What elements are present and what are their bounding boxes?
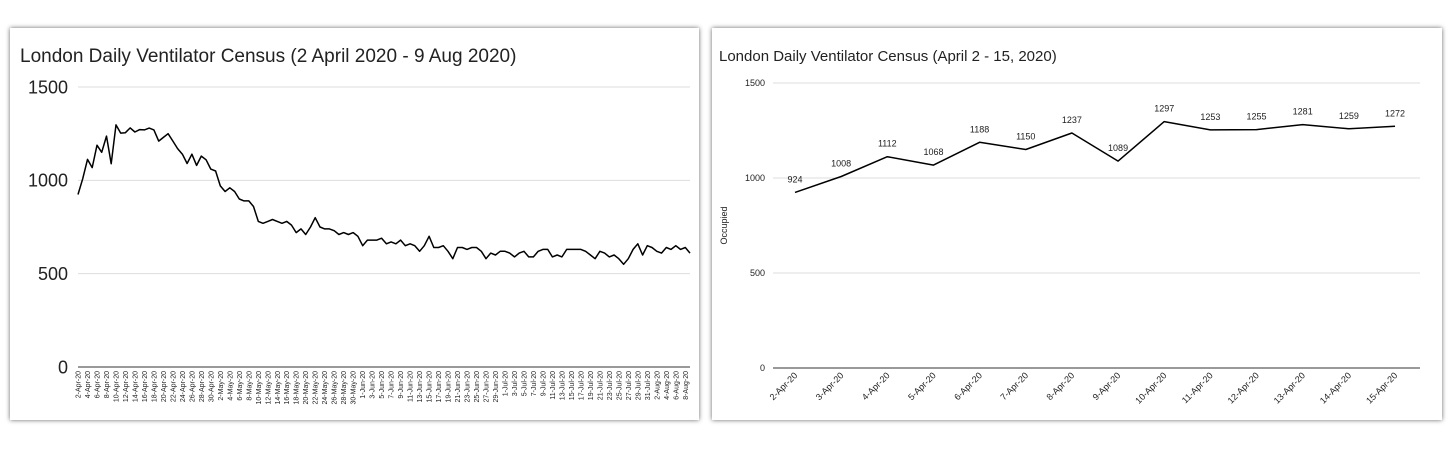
y-tick-label: 500 bbox=[750, 268, 765, 278]
x-tick-label: 18-May-20 bbox=[294, 371, 301, 405]
data-label: 1253 bbox=[1200, 112, 1220, 122]
x-tick-label: 6-Apr-20 bbox=[94, 371, 101, 398]
data-label: 1259 bbox=[1339, 111, 1359, 121]
x-tick-label: 26-Apr-20 bbox=[189, 371, 196, 402]
y-tick-label: 0 bbox=[760, 363, 765, 373]
x-tick-label: 29-Jun-20 bbox=[493, 371, 500, 403]
x-tick-label: 28-Apr-20 bbox=[199, 371, 206, 402]
x-tick-label: 1-Jun-20 bbox=[360, 371, 367, 399]
x-tick-label: 15-Jun-20 bbox=[427, 371, 434, 403]
x-tick-label: 4-Aug-20 bbox=[664, 371, 671, 400]
y-tick-label: 1500 bbox=[745, 78, 765, 88]
x-tick-label: 2-May-20 bbox=[218, 371, 225, 401]
data-label: 1089 bbox=[1108, 143, 1128, 153]
x-tick-label: 23-Jul-20 bbox=[607, 371, 614, 400]
x-tick-label: 25-Jul-20 bbox=[616, 371, 623, 400]
data-label: 1112 bbox=[878, 139, 897, 149]
panel bbox=[712, 28, 1442, 420]
x-tick-label: 10-May-20 bbox=[256, 371, 263, 405]
data-line bbox=[77, 124, 691, 266]
x-tick-label: 22-Apr-20 bbox=[170, 371, 177, 402]
x-tick-label: 19-Jun-20 bbox=[446, 371, 453, 403]
data-label: 1297 bbox=[1154, 104, 1174, 114]
x-tick-label: 9-Jul-20 bbox=[540, 371, 547, 396]
x-tick-label: 4-Apr-20 bbox=[85, 371, 92, 398]
chart-title: London Daily Ventilator Census (April 2 … bbox=[719, 48, 1057, 65]
data-label: 1008 bbox=[831, 158, 851, 168]
data-label: 1281 bbox=[1293, 107, 1313, 117]
x-tick-label: 8-Apr-20 bbox=[104, 371, 111, 398]
x-tick-label: 25-Jun-20 bbox=[474, 371, 481, 403]
x-tick-label: 8-Aug-20 bbox=[683, 371, 690, 400]
x-tick-label: 29-Jul-20 bbox=[635, 371, 642, 400]
x-tick-label: 30-Apr-20 bbox=[208, 371, 215, 402]
y-tick-label: 1000 bbox=[28, 171, 68, 191]
x-tick-label: 5-Jul-20 bbox=[521, 371, 528, 396]
x-tick-label: 7-Jun-20 bbox=[389, 371, 396, 399]
x-tick-label: 8-May-20 bbox=[246, 371, 253, 401]
y-axis-label: Occupied bbox=[719, 206, 729, 244]
data-label: 924 bbox=[787, 174, 802, 184]
x-tick-label: 20-Apr-20 bbox=[161, 371, 168, 402]
chart-title: London Daily Ventilator Census (2 April … bbox=[20, 46, 516, 67]
data-label: 1150 bbox=[1016, 132, 1035, 142]
data-label: 1255 bbox=[1247, 112, 1267, 122]
data-label: 1068 bbox=[923, 147, 943, 157]
x-tick-label: 17-Jul-20 bbox=[578, 371, 585, 400]
y-tick-label: 500 bbox=[38, 264, 68, 284]
data-label: 1237 bbox=[1062, 115, 1082, 125]
x-tick-label: 16-Apr-20 bbox=[142, 371, 149, 402]
x-tick-label: 18-Apr-20 bbox=[151, 371, 158, 402]
x-tick-label: 13-Jun-20 bbox=[417, 371, 424, 403]
x-tick-label: 16-May-20 bbox=[284, 371, 291, 405]
data-label: 1188 bbox=[970, 124, 989, 134]
data-line bbox=[794, 120, 1396, 194]
x-tick-label: 5-Jun-20 bbox=[379, 371, 386, 399]
x-tick-label: 14-Apr-20 bbox=[132, 371, 139, 402]
data-label: 1272 bbox=[1385, 108, 1405, 118]
x-tick-label: 23-Jun-20 bbox=[465, 371, 472, 403]
x-tick-label: 12-Apr-20 bbox=[123, 371, 130, 402]
panel bbox=[10, 28, 699, 420]
x-tick-label: 6-Aug-20 bbox=[673, 371, 680, 400]
x-tick-label: 28-May-20 bbox=[341, 371, 348, 405]
x-tick-label: 2-Aug-20 bbox=[654, 371, 661, 400]
x-tick-label: 9-Jun-20 bbox=[398, 371, 405, 399]
x-tick-label: 3-Jul-20 bbox=[512, 371, 519, 396]
x-tick-label: 27-Jun-20 bbox=[484, 371, 491, 403]
x-tick-label: 4-May-20 bbox=[227, 371, 234, 401]
x-tick-label: 11-Jun-20 bbox=[408, 371, 415, 402]
x-tick-label: 22-May-20 bbox=[313, 371, 320, 405]
x-tick-label: 12-May-20 bbox=[265, 371, 272, 405]
y-tick-label: 1500 bbox=[28, 77, 68, 97]
x-tick-label: 19-Jul-20 bbox=[588, 371, 595, 400]
x-tick-label: 2-Apr-20 bbox=[76, 371, 83, 398]
x-tick-label: 30-May-20 bbox=[351, 371, 358, 405]
x-tick-label: 14-May-20 bbox=[275, 371, 282, 405]
x-tick-label: 31-Jul-20 bbox=[645, 371, 652, 400]
x-tick-label: 24-May-20 bbox=[322, 371, 329, 405]
x-tick-label: 3-Jun-20 bbox=[370, 371, 377, 399]
x-tick-label: 21-Jul-20 bbox=[597, 371, 604, 400]
x-tick-label: 24-Apr-20 bbox=[180, 371, 187, 402]
x-tick-label: 10-Apr-20 bbox=[113, 371, 120, 402]
y-tick-label: 0 bbox=[58, 357, 68, 377]
x-tick-label: 27-Jul-20 bbox=[626, 371, 633, 400]
x-tick-label: 7-Jul-20 bbox=[531, 371, 538, 396]
x-tick-label: 26-May-20 bbox=[332, 371, 339, 405]
x-tick-label: 1-Jul-20 bbox=[502, 371, 509, 396]
y-tick-label: 1000 bbox=[745, 173, 765, 183]
x-tick-label: 15-Jul-20 bbox=[569, 371, 576, 400]
x-tick-label: 17-Jun-20 bbox=[436, 371, 443, 403]
x-tick-label: 11-Jul-20 bbox=[550, 371, 557, 400]
x-tick-label: 21-Jun-20 bbox=[455, 371, 462, 403]
x-tick-label: 6-May-20 bbox=[237, 371, 244, 401]
x-tick-label: 20-May-20 bbox=[303, 371, 310, 405]
x-tick-label: 13-Jul-20 bbox=[559, 371, 566, 400]
